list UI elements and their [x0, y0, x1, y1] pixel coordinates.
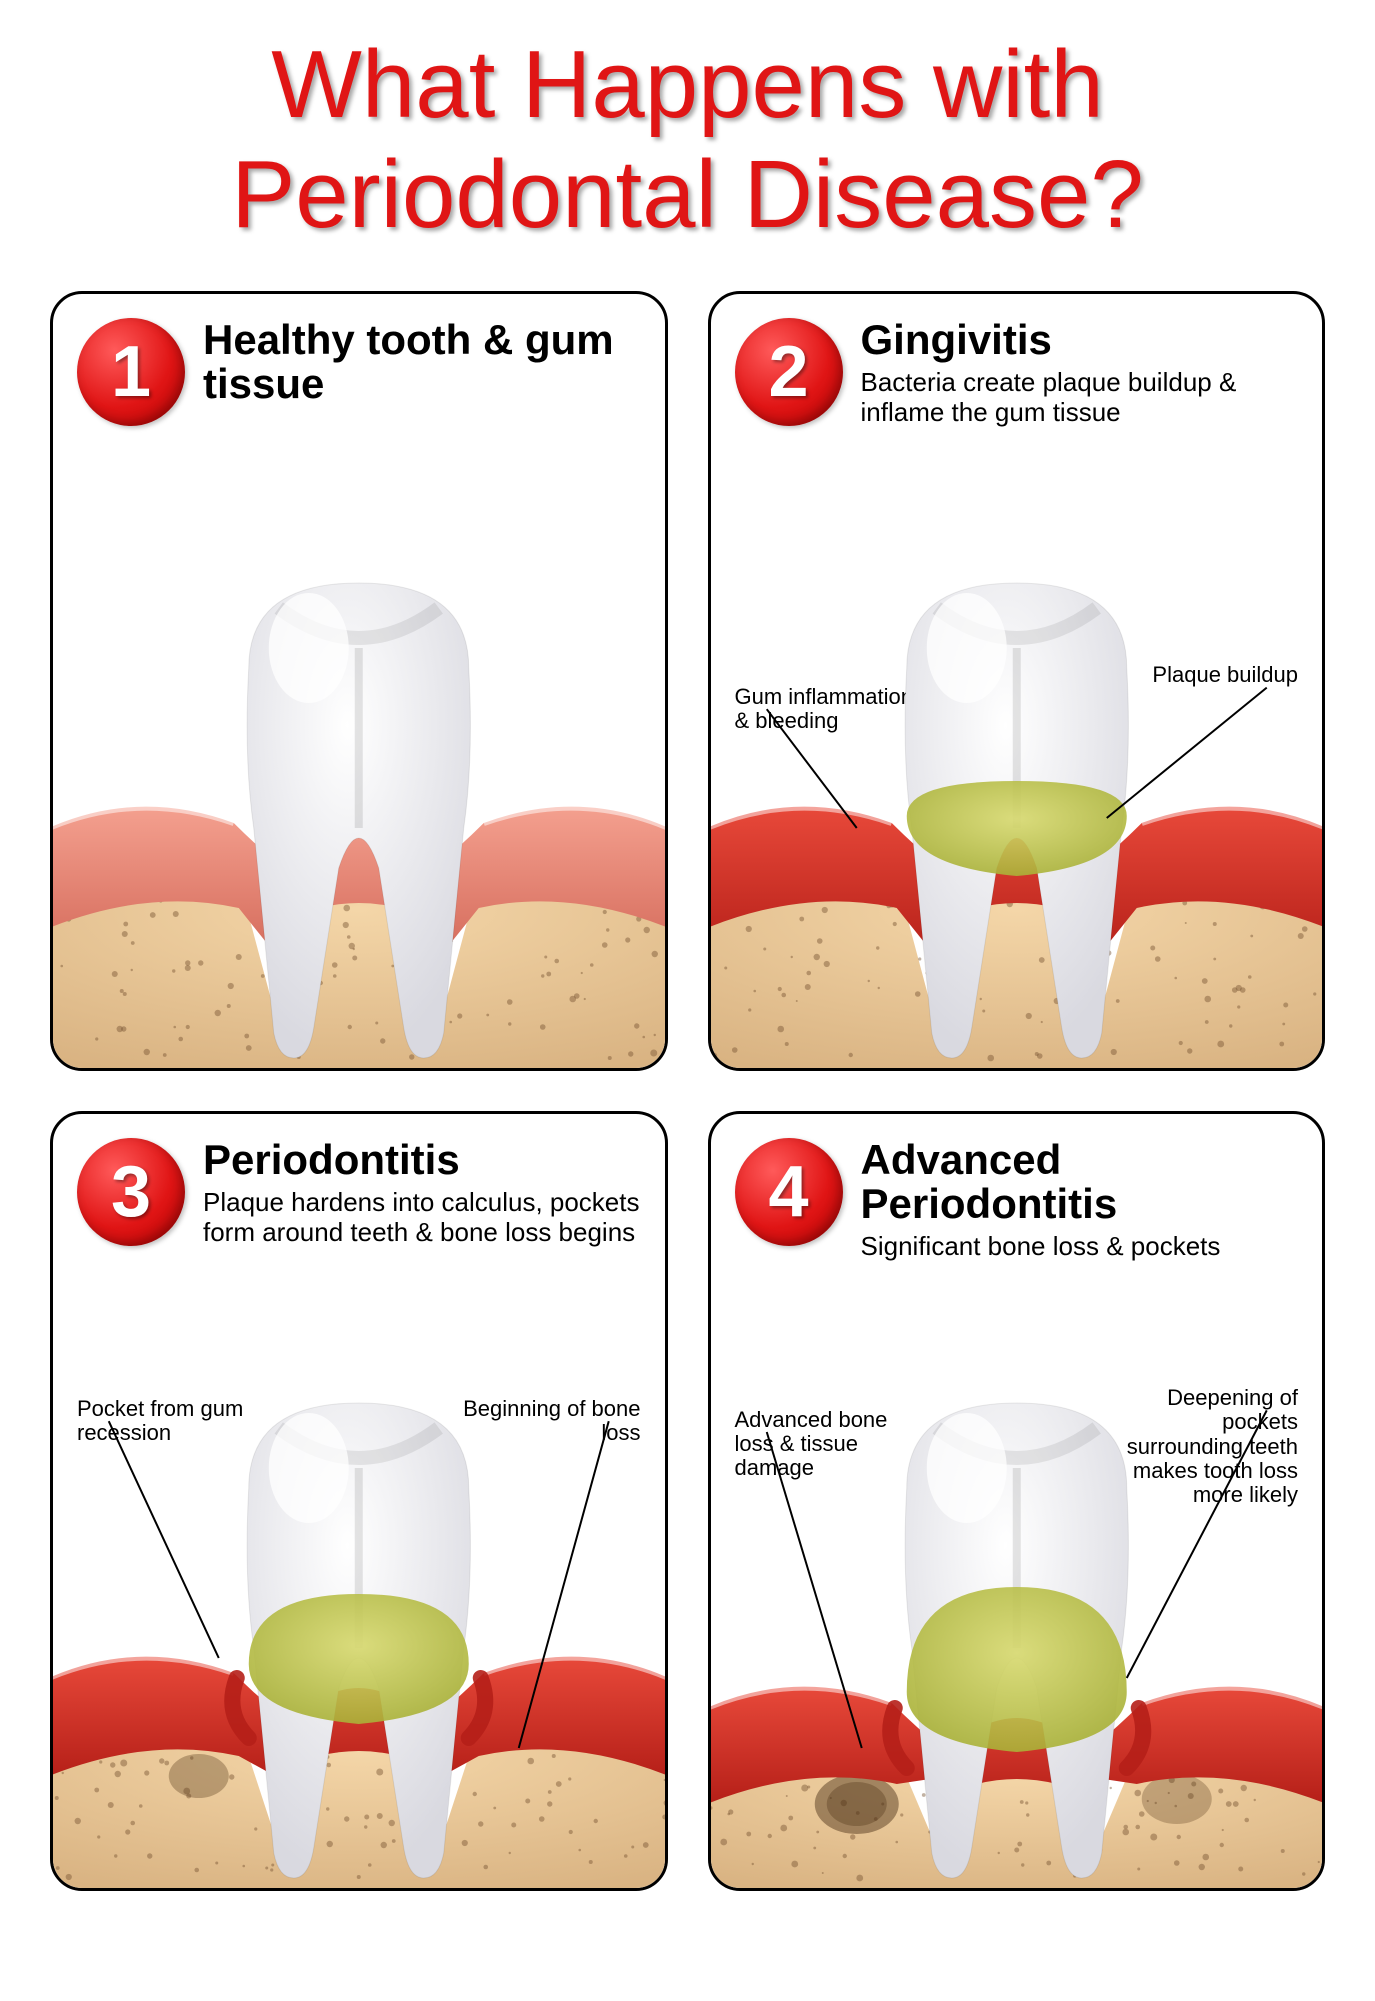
stage-number-badge: 4: [735, 1138, 843, 1246]
main-title: What Happens withPeriodontal Disease?: [50, 30, 1325, 251]
stage-number-badge: 2: [735, 318, 843, 426]
panel-4: 4 Advanced Periodontitis Significant bon…: [708, 1111, 1326, 1891]
panel-title: Healthy tooth & gum tissue: [203, 318, 641, 406]
tooth-illustration: [711, 528, 1323, 1068]
tooth-illustration: [53, 528, 665, 1068]
panel-2: 2 Gingivitis Bacteria create plaque buil…: [708, 291, 1326, 1071]
panel-title: Periodontitis: [203, 1138, 641, 1182]
stage-number-badge: 1: [77, 318, 185, 426]
panel-title: Gingivitis: [861, 318, 1299, 362]
panel-3: 3 Periodontitis Plaque hardens into calc…: [50, 1111, 668, 1891]
panel-header: 2 Gingivitis Bacteria create plaque buil…: [735, 318, 1299, 428]
panel-header: 4 Advanced Periodontitis Significant bon…: [735, 1138, 1299, 1262]
panel-subtitle: Significant bone loss & pockets: [861, 1232, 1299, 1262]
panel-subtitle: Plaque hardens into calculus, pockets fo…: [203, 1188, 641, 1248]
tooth-illustration: [711, 1348, 1323, 1888]
panel-title: Advanced Periodontitis: [861, 1138, 1299, 1226]
tooth-illustration: [53, 1348, 665, 1888]
stage-number-badge: 3: [77, 1138, 185, 1246]
panels-grid: 1 Healthy tooth & gum tissue: [50, 291, 1325, 1891]
panel-1: 1 Healthy tooth & gum tissue: [50, 291, 668, 1071]
panel-header: 1 Healthy tooth & gum tissue: [77, 318, 641, 426]
panel-header: 3 Periodontitis Plaque hardens into calc…: [77, 1138, 641, 1248]
panel-subtitle: Bacteria create plaque buildup & inflame…: [861, 368, 1299, 428]
